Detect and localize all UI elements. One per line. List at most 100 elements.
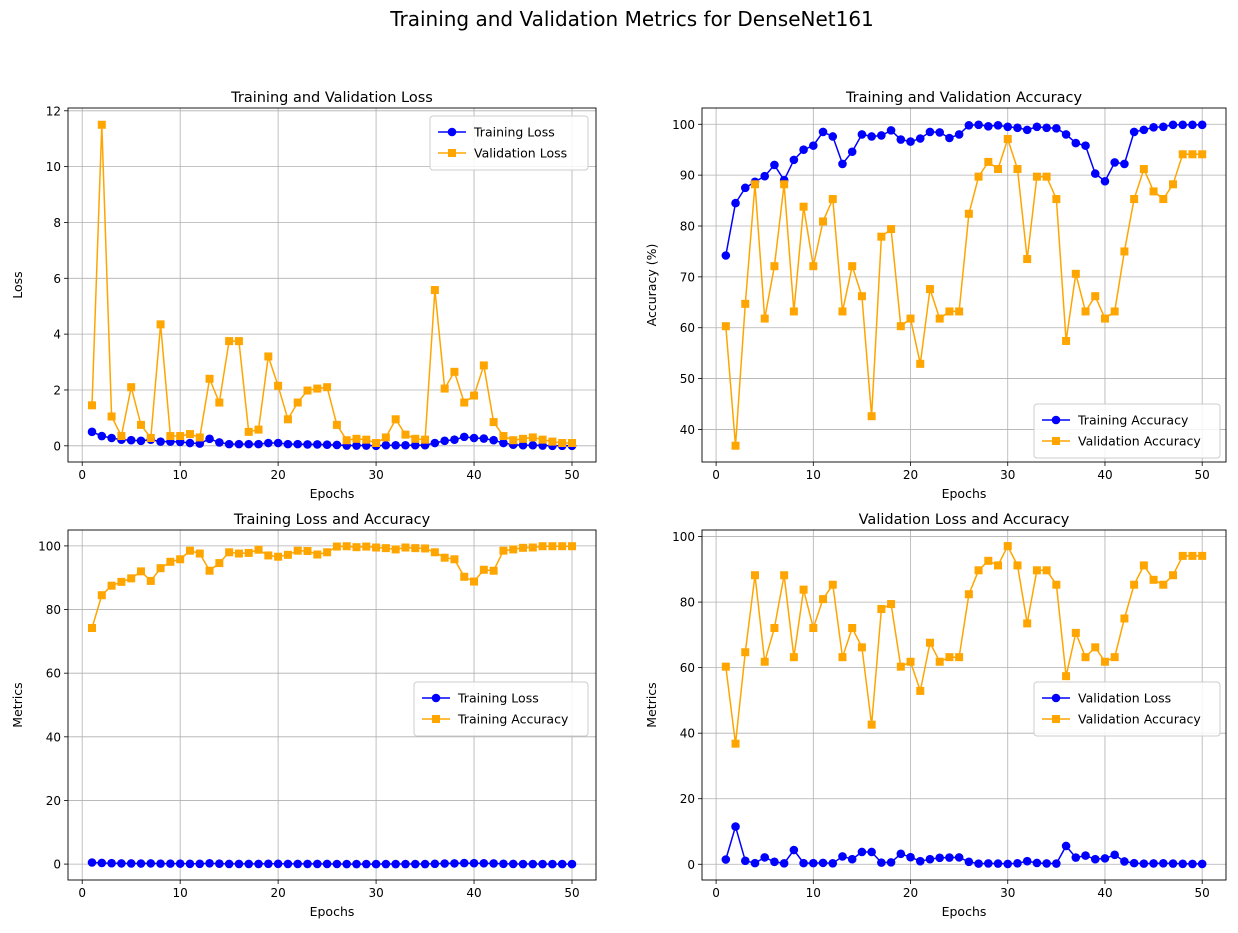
data-point <box>994 165 1003 174</box>
data-point <box>945 307 954 316</box>
data-point <box>955 653 964 662</box>
data-point <box>117 859 126 868</box>
data-point <box>1052 195 1061 204</box>
data-point <box>1188 551 1197 560</box>
x-tick-label: 0 <box>78 468 86 482</box>
data-point <box>964 209 973 218</box>
data-point <box>499 546 508 555</box>
data-point <box>760 171 770 181</box>
data-point <box>1071 853 1081 862</box>
data-point <box>303 547 312 555</box>
data-point <box>421 435 430 444</box>
y-axis-label: Metrics <box>10 682 25 727</box>
training-loss-accuracy-chart: 0 10 20 30 40 50 0 20 40 60 80 100 Training Loss and… <box>10 512 597 919</box>
data-point <box>828 132 838 141</box>
data-point <box>254 545 263 554</box>
data-point <box>215 859 224 869</box>
axes-frame <box>67 107 597 463</box>
data-point <box>867 847 876 857</box>
data-point <box>1130 580 1139 589</box>
data-point <box>974 859 983 868</box>
data-point <box>915 134 925 143</box>
data-point <box>1178 120 1188 130</box>
data-point <box>381 544 390 553</box>
data-point <box>479 858 489 868</box>
data-point <box>1003 135 1012 144</box>
data-point <box>1081 653 1090 662</box>
x-tick-label: 30 <box>1000 468 1015 482</box>
data-point <box>136 420 145 429</box>
series-validation-accuracy <box>721 542 1207 748</box>
grid <box>702 530 1226 880</box>
data-point <box>896 662 905 671</box>
data-point <box>185 859 195 869</box>
axes-frame <box>701 107 1227 463</box>
data-point <box>1100 657 1109 666</box>
data-point <box>362 542 371 551</box>
data-point <box>760 314 769 323</box>
data-point <box>1158 858 1168 868</box>
y-tick-label: 4 <box>53 328 61 342</box>
legend-marker <box>447 127 457 137</box>
y-tick-label: 0 <box>53 858 61 872</box>
data-point <box>224 439 234 449</box>
data-point <box>1071 269 1080 278</box>
legend: Training Loss Training Accuracy <box>413 681 589 737</box>
data-point <box>391 415 400 424</box>
data-point <box>1197 120 1207 130</box>
y-tick-label: 100 <box>672 530 695 544</box>
data-point <box>789 653 798 662</box>
legend-label: Validation Loss <box>1078 691 1171 706</box>
data-point <box>731 822 740 831</box>
data-point <box>254 439 263 449</box>
data-point <box>877 858 886 867</box>
data-point <box>185 546 194 555</box>
data-point <box>1042 123 1051 133</box>
x-tick-label: 0 <box>712 468 720 482</box>
data-point <box>459 432 469 442</box>
data-point <box>925 127 935 137</box>
data-point <box>440 553 449 562</box>
data-point <box>273 438 283 448</box>
data-point <box>489 435 498 445</box>
data-point <box>558 439 567 448</box>
data-point <box>519 434 528 443</box>
data-point <box>195 859 205 869</box>
data-point <box>993 859 1003 868</box>
data-point <box>935 657 944 666</box>
x-tick-label: 50 <box>564 468 579 482</box>
data-point <box>528 859 538 869</box>
data-point <box>809 262 818 271</box>
data-point <box>136 436 146 446</box>
data-point <box>955 307 964 316</box>
x-tick-label: 10 <box>806 886 821 900</box>
data-point <box>1013 165 1022 174</box>
data-point <box>127 383 136 392</box>
data-point <box>994 561 1003 570</box>
x-axis-label: Epochs <box>942 486 987 501</box>
data-point <box>867 132 876 141</box>
legend: Training Loss Validation Loss <box>429 115 589 171</box>
legend-marker <box>1052 715 1060 723</box>
data-point <box>508 859 518 869</box>
data-point <box>195 433 204 442</box>
y-tick-label: 0 <box>53 439 61 453</box>
data-point <box>450 859 459 868</box>
x-tick-label: 20 <box>903 468 918 482</box>
data-point <box>185 430 194 439</box>
data-point <box>819 217 828 226</box>
data-point <box>518 440 528 450</box>
data-point <box>264 859 273 869</box>
data-point <box>906 852 915 862</box>
legend-label: Training Loss <box>473 125 555 140</box>
data-point <box>886 858 896 867</box>
y-tick-label: 20 <box>680 792 695 806</box>
data-point <box>97 120 106 129</box>
y-tick-label: 0 <box>687 858 695 872</box>
data-point <box>470 391 479 400</box>
data-point <box>332 859 342 869</box>
data-point <box>1023 255 1032 264</box>
data-point <box>887 225 896 234</box>
loss-chart: 0 10 20 30 40 50 0 2 4 6 8 10 12 Training and Validat… <box>10 90 597 501</box>
